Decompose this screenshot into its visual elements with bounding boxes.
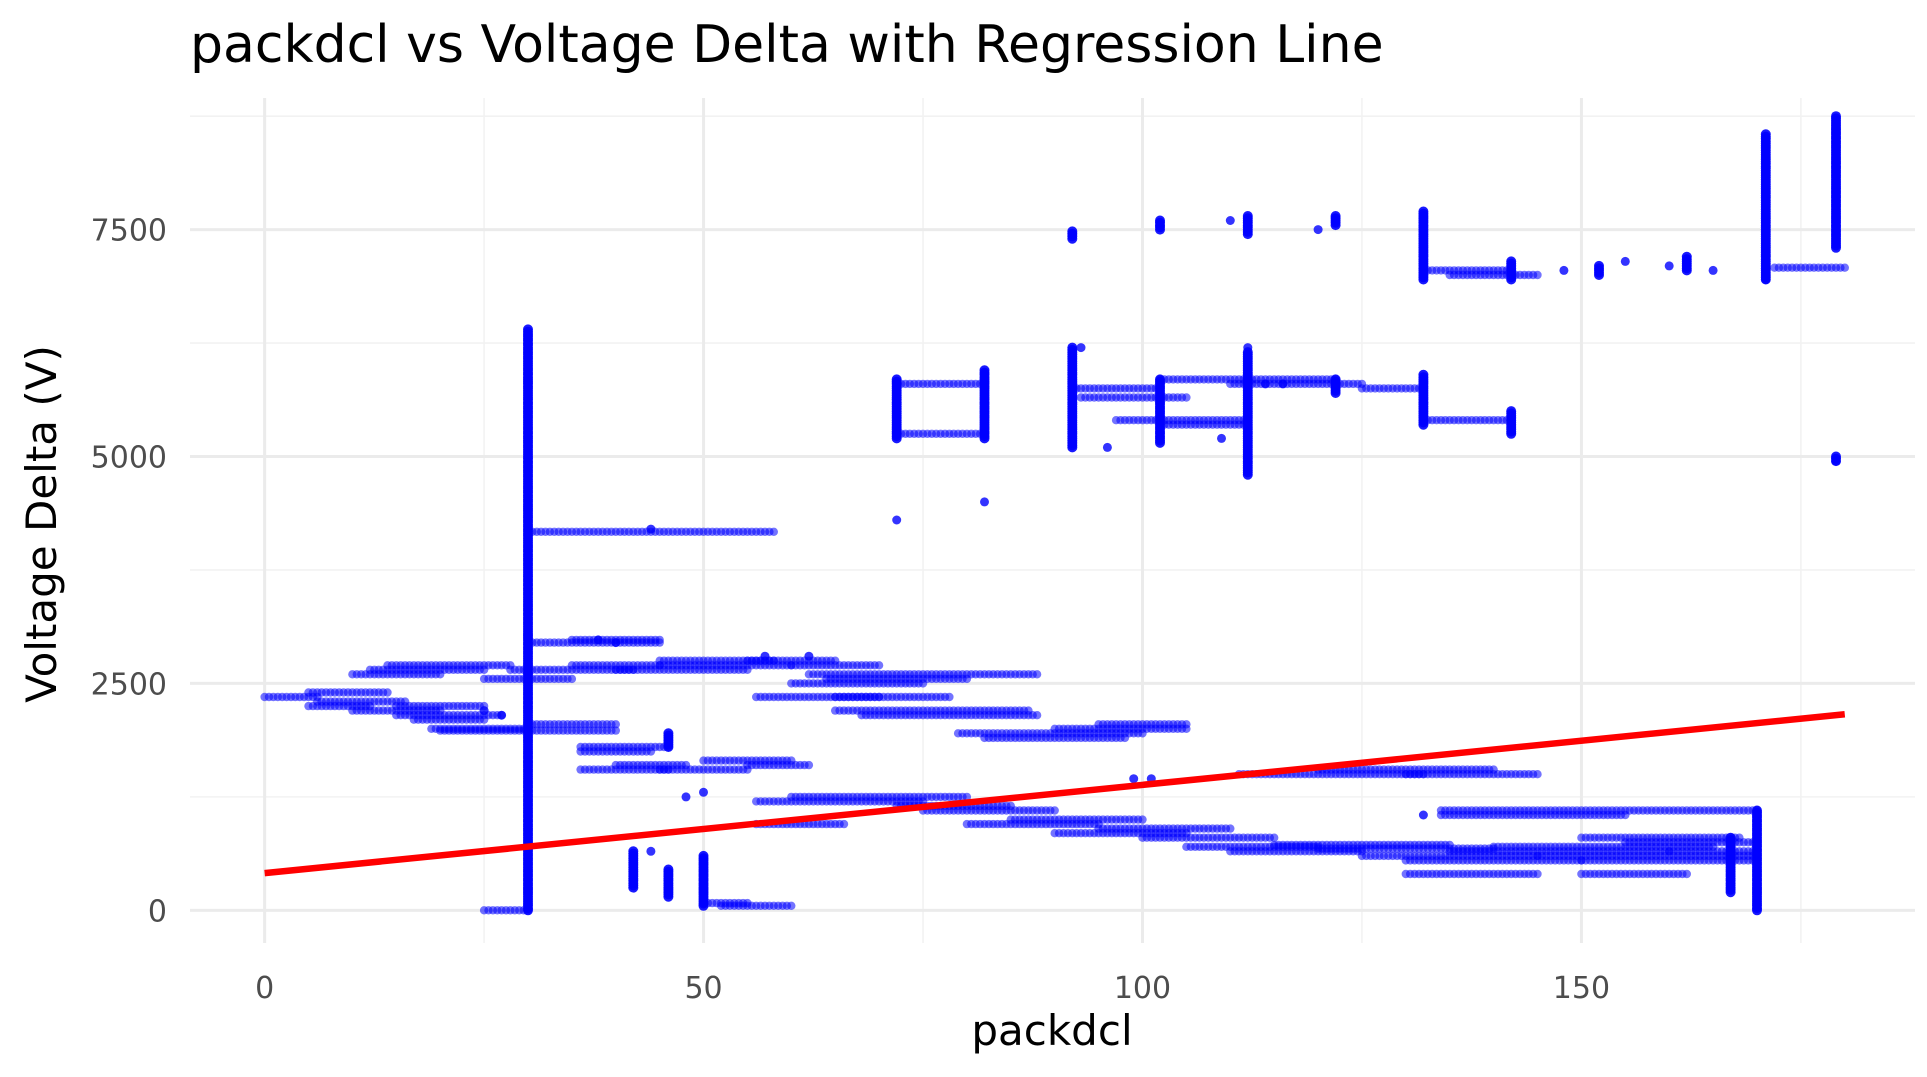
y-tick-label: 7500 (91, 214, 167, 249)
data-point (1752, 805, 1762, 816)
data-point (1129, 774, 1139, 784)
data-point (1155, 215, 1165, 226)
data-point (1278, 379, 1288, 389)
data-point (1840, 263, 1850, 272)
data-point (962, 674, 972, 684)
data-point (1682, 869, 1692, 879)
data-point (1270, 833, 1279, 842)
data-point (1506, 256, 1517, 267)
data-point (804, 651, 814, 661)
data-point (1594, 260, 1604, 271)
data-point (839, 819, 849, 829)
data-point (611, 638, 621, 648)
data-point (1067, 229, 1077, 239)
y-tick-label: 0 (148, 894, 167, 929)
x-tick-label: 100 (1114, 971, 1171, 1006)
data-point (1260, 379, 1270, 389)
data-point (1621, 810, 1630, 820)
data-point (760, 651, 770, 661)
y-tick-label: 2500 (91, 667, 167, 702)
data-point (979, 365, 990, 376)
data-point (1418, 211, 1428, 221)
data-point (1708, 265, 1718, 275)
data-point (1761, 275, 1771, 284)
x-axis-title: packdcl (971, 1006, 1132, 1055)
data-point (1217, 433, 1226, 443)
data-point (1243, 343, 1253, 353)
chart-title: packdcl vs Voltage Delta with Regression… (190, 15, 1384, 75)
data-point (655, 635, 664, 645)
data-point (1506, 406, 1517, 417)
data-point (1102, 442, 1112, 452)
data-point (523, 324, 533, 335)
data-points (260, 111, 1850, 916)
data-point (479, 706, 489, 716)
data-point (497, 710, 507, 720)
data-point (383, 688, 392, 697)
data-point (1760, 129, 1771, 140)
data-point (1138, 815, 1147, 824)
data-point (1330, 211, 1341, 221)
data-point (611, 726, 620, 735)
data-point (1533, 270, 1542, 280)
data-point (787, 901, 796, 910)
data-point (1050, 806, 1059, 815)
y-axis-title: Voltage Delta (V) (17, 345, 66, 703)
data-point (1076, 343, 1086, 353)
data-point (1120, 733, 1130, 743)
data-point (611, 720, 620, 729)
data-point (769, 527, 778, 536)
data-point (1242, 211, 1253, 221)
data-point (874, 661, 884, 670)
data-point (646, 846, 656, 856)
data-point (1681, 251, 1692, 262)
data-point (479, 715, 489, 724)
data-point (646, 524, 656, 534)
data-point (628, 846, 639, 857)
data-point (980, 497, 989, 507)
data-point (945, 692, 954, 702)
data-point (1032, 711, 1042, 720)
data-point (698, 850, 709, 861)
regression-line (264, 711, 1846, 877)
data-point (1418, 369, 1429, 380)
data-point (1559, 265, 1569, 275)
data-point (891, 374, 902, 385)
x-tick-label: 50 (684, 971, 722, 1006)
data-point (1182, 720, 1191, 729)
data-point (1831, 111, 1841, 122)
data-point (1032, 670, 1042, 679)
data-point (1533, 770, 1542, 779)
data-point (1533, 869, 1542, 879)
data-point (1067, 342, 1078, 353)
data-point (1182, 393, 1191, 402)
data-point (663, 864, 674, 875)
data-point (1225, 216, 1235, 225)
data-point (1313, 225, 1323, 235)
x-tick-label: 0 (255, 971, 274, 1006)
data-point (804, 760, 814, 770)
x-tick-label: 150 (1553, 971, 1610, 1006)
data-point (699, 787, 708, 797)
data-point (1664, 261, 1674, 271)
y-tick-label: 5000 (91, 441, 167, 476)
data-point (1831, 456, 1841, 466)
data-point (1226, 824, 1235, 833)
data-point (663, 728, 674, 739)
data-point (646, 747, 656, 756)
data-point (892, 515, 902, 525)
data-point (681, 792, 691, 802)
data-point (1418, 810, 1428, 820)
data-point (962, 792, 972, 802)
axis-labels: 0 50 100 150 0 2500 5000 7500 (91, 214, 1610, 1006)
data-point (567, 674, 577, 684)
data-point (1330, 374, 1341, 385)
data-point (1620, 256, 1630, 266)
data-point (1725, 832, 1736, 843)
data-point (593, 635, 603, 645)
regression-layer (264, 711, 1846, 877)
data-point (1155, 374, 1165, 385)
